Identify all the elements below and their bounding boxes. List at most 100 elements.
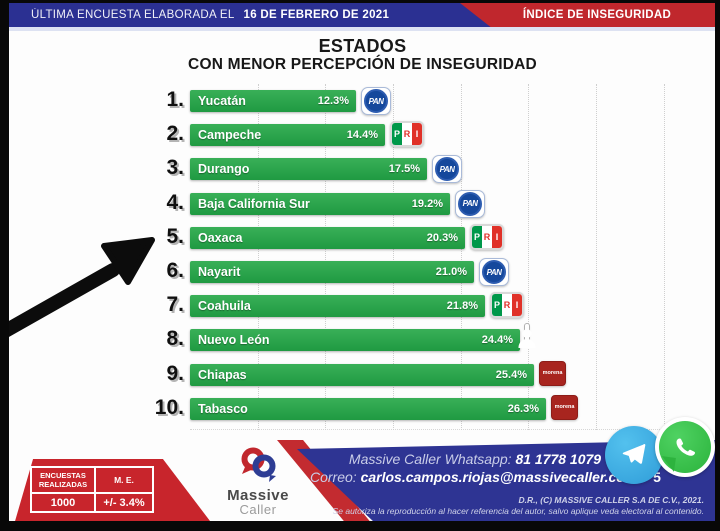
chart-baseline <box>190 429 664 430</box>
gridline <box>528 84 530 430</box>
chart-row: 9. Chiapas 25.4% morena <box>0 360 720 388</box>
stats-header-encuestas: ENCUESTAS REALIZADAS <box>31 467 95 493</box>
photo-frame-right <box>715 0 720 531</box>
gridline <box>663 84 665 430</box>
pan-logo-icon: PAN <box>361 87 391 115</box>
pri-stripe: I <box>412 123 422 146</box>
value-label: 24.4% <box>481 334 513 347</box>
chart-row: 6. Nayarit 21.0% PAN <box>0 258 720 286</box>
chart-row: 2. Campeche 14.4% P R I <box>0 121 720 148</box>
pri-stripe: R <box>482 225 492 248</box>
pan-logo-text: PAN <box>435 157 459 182</box>
header-bar: ÚLTIMA ENCUESTA ELABORADA EL 16 DE FEBRE… <box>9 3 715 27</box>
chart-title-line2: CON MENOR PERCEPCIÓN DE INSEGURIDAD <box>188 56 537 73</box>
chart-row: 1. Yucatán 12.3% PAN <box>0 87 720 115</box>
whatsapp-number: 81 1778 1079 <box>515 451 602 467</box>
massive-caller-logo: Massive Caller <box>210 446 306 516</box>
gridline <box>595 84 597 430</box>
pan-logo-text: PAN <box>458 191 482 216</box>
state-bar: Durango 17.5% <box>190 158 427 181</box>
value-label: 17.5% <box>388 163 420 176</box>
value-label: 21.0% <box>435 266 467 278</box>
page-number: 5 <box>653 469 661 485</box>
rank-label: 8. <box>166 327 184 351</box>
chart-row: 7. Coahuila 21.8% P R I <box>0 292 720 319</box>
chart-row: 8. Nuevo León 24.4% <box>0 324 720 353</box>
state-name: Chiapas <box>198 367 247 382</box>
pri-stripe: I <box>512 294 522 317</box>
rank-label: 7. <box>166 293 184 317</box>
survey-date-value: 16 DE FEBRERO DE 2021 <box>243 9 390 21</box>
whatsapp-bubble-tail <box>660 456 676 472</box>
pan-logo-icon: PAN <box>455 189 485 218</box>
state-name: Nayarit <box>198 265 241 279</box>
morena-logo-icon: morena <box>539 360 566 386</box>
header-red-segment <box>460 3 715 27</box>
state-name: Tabasco <box>198 401 248 416</box>
state-name: Baja California Sur <box>198 196 310 211</box>
state-name: Durango <box>198 162 250 177</box>
state-name: Nuevo León <box>198 333 270 348</box>
header-index-label: ÍNDICE DE INSEGURIDAD <box>522 9 672 21</box>
rank-label: 1. <box>166 88 184 111</box>
whatsapp-icon[interactable] <box>655 417 715 477</box>
photo-frame-left <box>0 0 9 531</box>
rank-label: 6. <box>166 259 184 282</box>
stats-value-encuestas: 1000 <box>31 493 95 512</box>
state-bar: Campeche 14.4% <box>190 124 385 147</box>
pan-logo-text: PAN <box>364 89 388 113</box>
value-label: 25.4% <box>495 368 527 381</box>
stats-value-me: +/- 3.4% <box>95 493 153 512</box>
telegram-plane-icon <box>622 444 646 464</box>
rank-label: 2. <box>166 122 184 146</box>
state-bar: Baja California Sur 19.2% <box>190 192 450 215</box>
state-bar: Nayarit 21.0% <box>190 261 474 283</box>
gridline <box>392 84 394 430</box>
gridline <box>257 84 259 430</box>
pri-stripe: P <box>472 225 482 248</box>
stats-header-me: M. E. <box>95 467 153 493</box>
rank-label: 5. <box>166 224 184 248</box>
value-label: 26.3% <box>507 402 539 415</box>
email-label: Correo: <box>310 469 357 485</box>
independent-candidate-icon <box>518 324 536 349</box>
person-silhouette-torso <box>518 339 536 349</box>
value-label: 20.3% <box>426 231 458 244</box>
state-bar: Chiapas 25.4% <box>190 363 534 386</box>
pri-stripe: P <box>392 123 402 146</box>
rank-label: 4. <box>166 190 184 214</box>
massive-caller-sub: Caller <box>239 502 277 517</box>
morena-logo-icon: morena <box>551 394 578 420</box>
pan-logo-icon: PAN <box>432 155 462 184</box>
photo-frame-bottom <box>0 521 720 531</box>
pan-logo-text: PAN <box>482 260 506 284</box>
whatsapp-bubble-icon <box>659 421 711 473</box>
header-underline <box>9 27 715 31</box>
survey-stats-table: ENCUESTAS REALIZADAS M. E. 1000 +/- 3.4% <box>30 466 154 513</box>
pri-stripe: P <box>492 294 502 317</box>
massive-caller-name: Massive <box>227 487 289 504</box>
photo-frame-top <box>0 0 720 3</box>
state-name: Coahuila <box>198 299 251 314</box>
state-bar: Coahuila 21.8% <box>190 295 485 318</box>
pri-stripe: I <box>492 225 502 248</box>
whatsapp-label: Massive Caller Whatsapp: <box>348 451 512 467</box>
state-name: Oaxaca <box>198 230 243 245</box>
state-name: Yucatán <box>198 94 246 108</box>
rank-label: 9. <box>166 361 184 385</box>
annotation-arrow <box>0 237 155 340</box>
chart-row: 4. Baja California Sur 19.2% PAN <box>0 189 720 218</box>
survey-date-label: ÚLTIMA ENCUESTA ELABORADA EL <box>31 9 235 21</box>
header-left-text: ÚLTIMA ENCUESTA ELABORADA EL 16 DE FEBRE… <box>31 3 389 27</box>
value-label: 21.8% <box>446 300 478 313</box>
copyright-line1: D.R., (C) MASSIVE CALLER S.A DE C.V., 20… <box>518 495 704 505</box>
copyright-line2: Se autoriza la reproducción al hacer ref… <box>332 506 704 516</box>
pan-logo-icon: PAN <box>479 258 509 286</box>
pri-stripe: R <box>502 294 512 317</box>
telegram-icon[interactable] <box>605 426 663 484</box>
pri-stripe: R <box>402 123 412 146</box>
